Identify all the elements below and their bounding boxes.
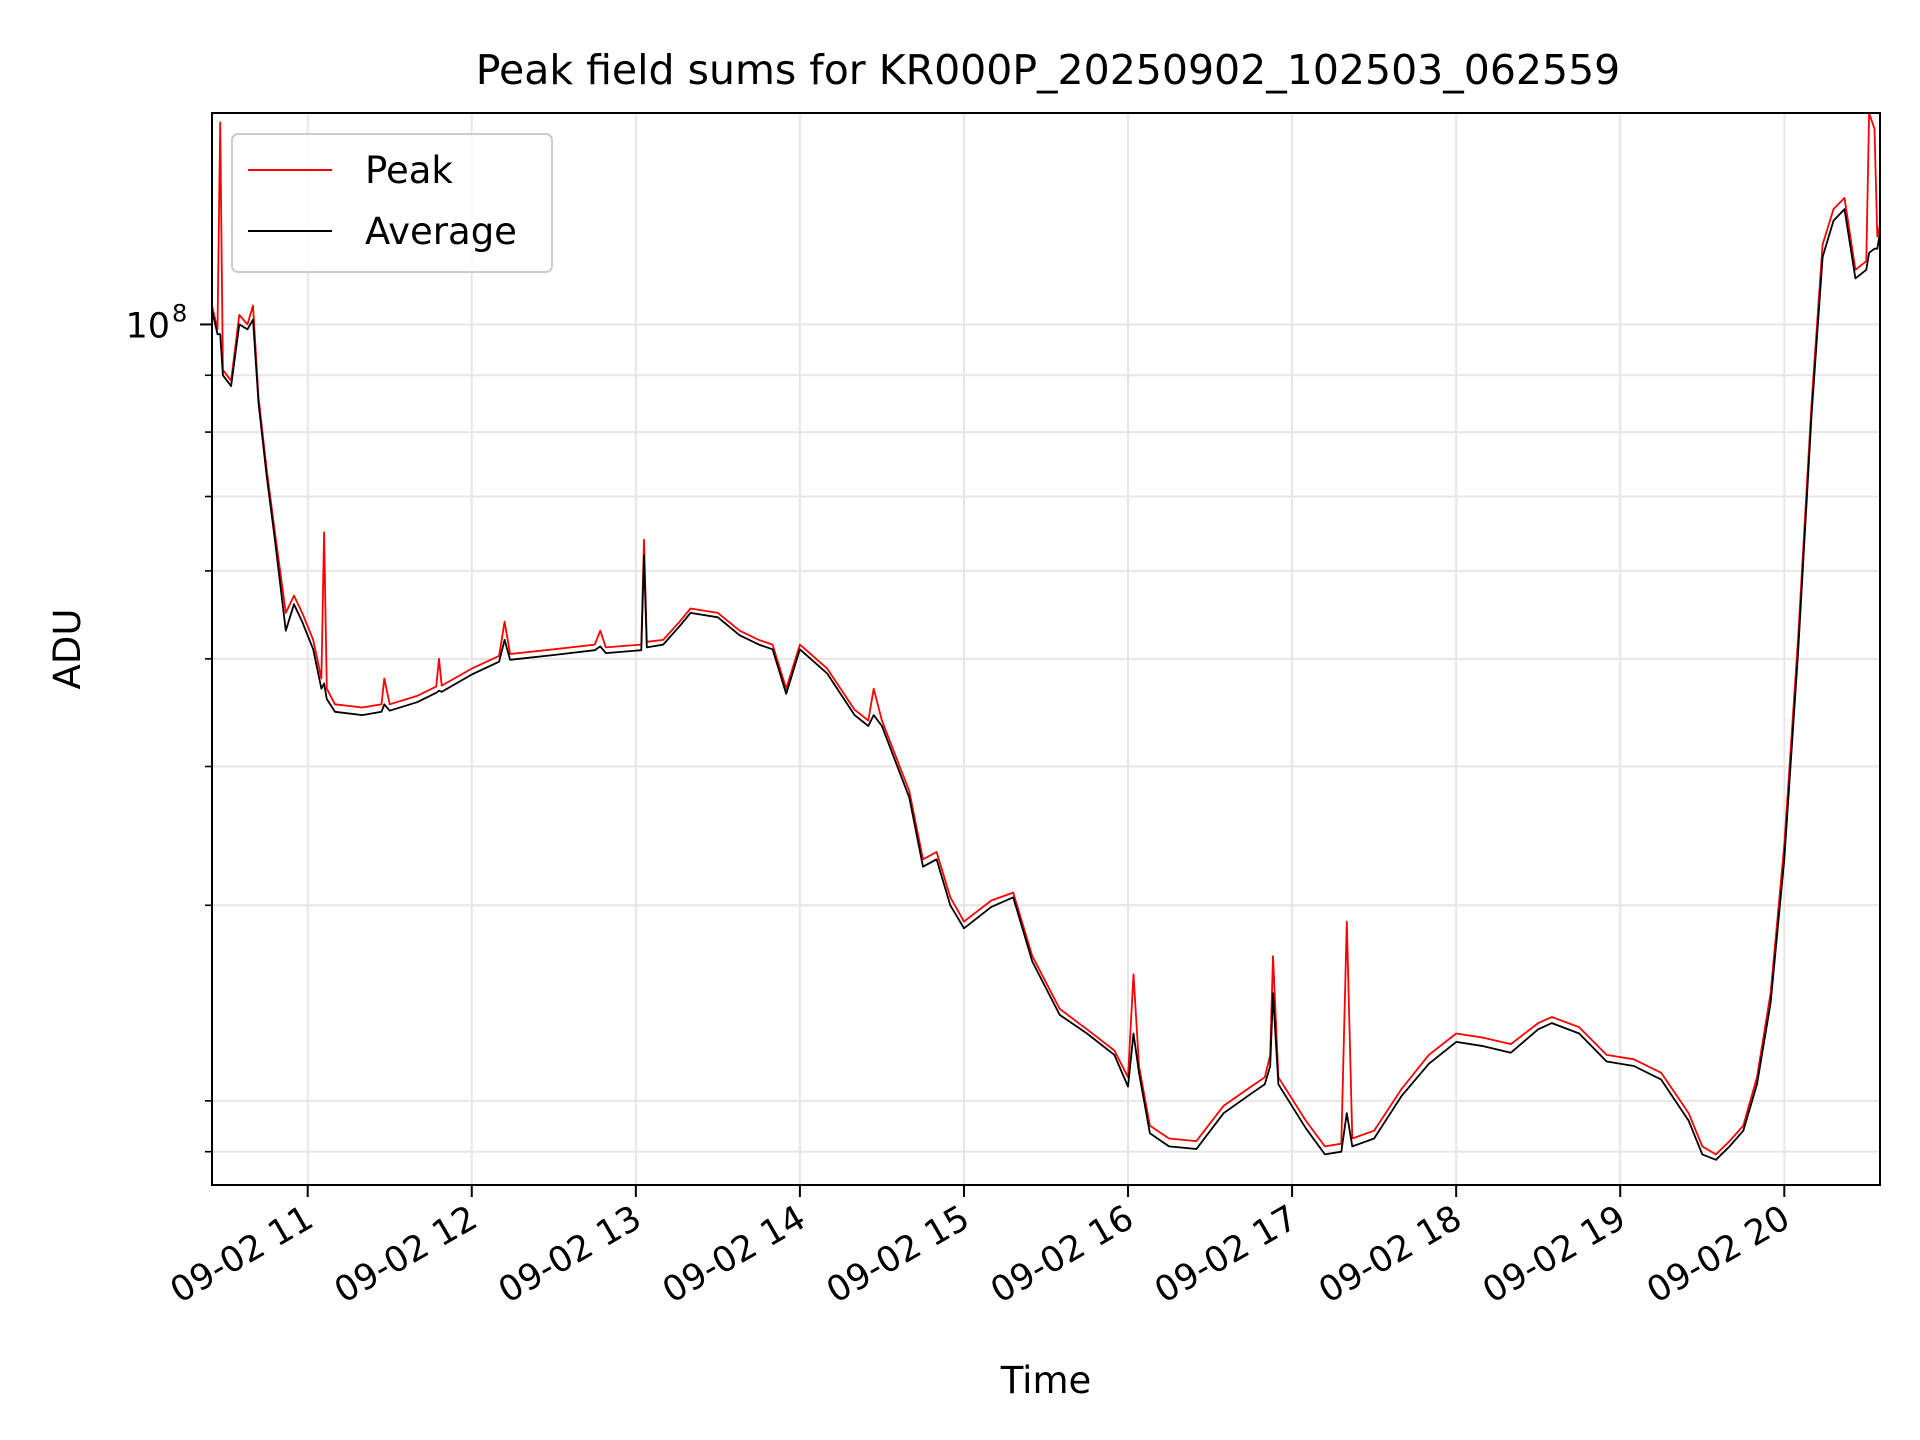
x-axis-label: Time: [1000, 1359, 1092, 1402]
legend-label-average: Average: [365, 210, 517, 253]
legend-label-peak: Peak: [365, 149, 453, 192]
y-tick-label: 10: [125, 306, 170, 346]
y-tick-label-exponent: 8: [172, 299, 187, 327]
y-axis: 10 8: [125, 299, 212, 1153]
grid: [212, 113, 1880, 1185]
plot-area: [211, 112, 1881, 1161]
series-line-average: [211, 208, 1881, 1161]
legend: Peak Average: [231, 133, 553, 273]
series-line-peak: [211, 112, 1881, 1156]
chart-title: Peak field sums for KR000P_20250902_1025…: [476, 46, 1621, 94]
plot-frame: [211, 112, 1881, 1186]
legend-box: [231, 133, 553, 273]
y-axis-label: ADU: [46, 609, 89, 690]
